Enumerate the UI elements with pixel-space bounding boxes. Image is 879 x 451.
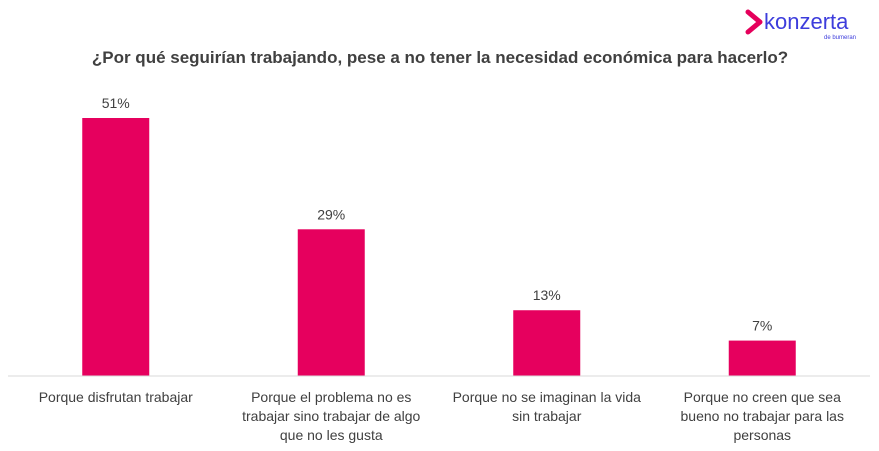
bar [728,340,796,376]
category-label: Porque disfrutan trabajar [38,389,193,405]
category-label: Porque no se imaginan la vida sin trabaj… [452,389,641,424]
logo-tagline: de bumeran [824,35,856,41]
bar [513,310,581,376]
chart-title: ¿Por qué seguirían trabajando, pese a no… [91,48,789,67]
logo-wordmark: konzerta [764,9,849,34]
category-label: Porque no creen que sea bueno no trabaja… [680,389,844,443]
data-label: 51% [102,95,130,111]
bars-group [82,118,796,376]
logo-mark-icon [745,9,763,35]
konzerta-logo: konzerta de bumeran [745,9,856,41]
data-label: 13% [533,287,561,303]
data-label: 7% [752,318,772,334]
bar [82,118,150,376]
bar [297,229,365,376]
category-label: Porque el problema no es trabajar sino t… [242,389,421,443]
data-label: 29% [317,206,345,222]
value-labels-group: 51% 29% 13% 7% [102,95,773,334]
